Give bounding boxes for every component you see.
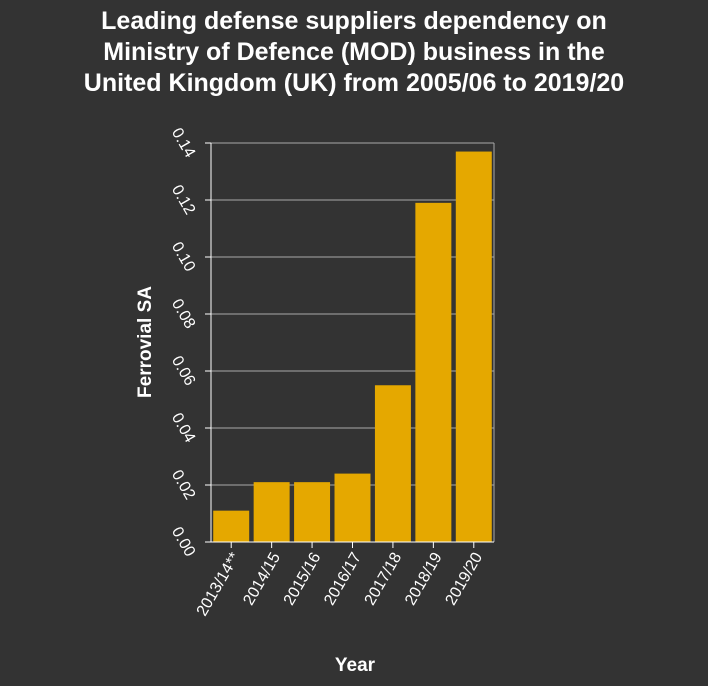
bar bbox=[253, 482, 290, 542]
bar bbox=[294, 482, 331, 542]
y-tick-label: 0.14 bbox=[168, 125, 198, 161]
y-tick-label: 0.06 bbox=[168, 353, 198, 389]
x-tick-label: 2018/19 bbox=[402, 550, 446, 609]
x-tick-label: 2019/20 bbox=[443, 550, 487, 609]
bar bbox=[374, 385, 411, 542]
bar bbox=[213, 510, 250, 542]
y-axis-title: Ferrovial SA bbox=[135, 286, 156, 398]
chart-title-line-1: Leading defense suppliers dependency on bbox=[101, 7, 607, 35]
chart-title-line-2: Ministry of Defence (MOD) business in th… bbox=[103, 38, 605, 66]
y-tick-label: 0.00 bbox=[168, 524, 198, 560]
y-tick-label: 0.12 bbox=[168, 182, 198, 218]
x-tick-label: 2016/17 bbox=[321, 550, 365, 609]
bar bbox=[415, 202, 452, 542]
y-tick-label: 0.08 bbox=[168, 296, 198, 332]
x-tick-label: 2014/15 bbox=[240, 550, 284, 609]
chart-title-line-3: United Kingdom (UK) from 2005/06 to 2019… bbox=[83, 69, 625, 97]
x-tick-label: 2015/16 bbox=[281, 550, 325, 609]
x-tick-label: 2017/18 bbox=[362, 550, 406, 609]
x-tick-label: 2013/14** bbox=[194, 550, 244, 619]
bar-layer bbox=[213, 151, 492, 543]
y-tick-label: 0.04 bbox=[168, 410, 198, 446]
x-axis-title: Year bbox=[335, 655, 376, 676]
y-tick-label: 0.02 bbox=[168, 467, 198, 503]
y-tick-label: 0.10 bbox=[168, 239, 198, 275]
chart-title: Leading defense suppliers dependency on … bbox=[0, 6, 708, 99]
bar bbox=[455, 151, 492, 543]
bar bbox=[334, 473, 371, 542]
